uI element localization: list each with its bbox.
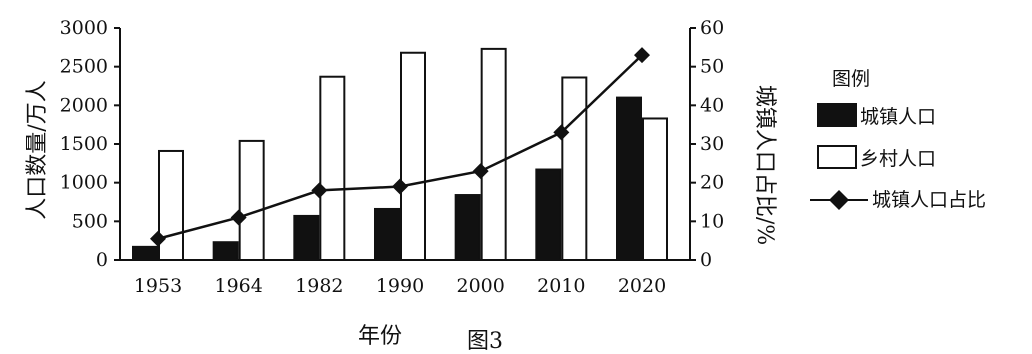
figure-caption: 图3	[467, 329, 503, 354]
legend-diamond-marker	[829, 190, 849, 210]
bar-urban-2010	[535, 168, 562, 262]
bar-urban-1953	[132, 245, 158, 261]
bar-rural-2020	[642, 117, 668, 262]
right-tick-label-20: 20	[700, 172, 724, 194]
legend-swatch-rural	[817, 145, 857, 169]
bar-urban-2000	[454, 194, 481, 261]
left-tick-label-2000: 2000	[60, 94, 108, 116]
bar-urban-1982	[293, 214, 320, 261]
ratio-point-1953	[150, 230, 166, 247]
x-tick-label-1990: 1990	[376, 275, 424, 297]
legend-label-rural: 乡村人口	[860, 148, 936, 170]
legend-label-urban: 城镇人口	[860, 106, 936, 128]
x-tick-label-2020: 2020	[618, 275, 666, 297]
ratio-point-1964	[230, 209, 247, 226]
ratio-point-1982	[311, 182, 328, 199]
x-tick-label-2010: 2010	[537, 275, 585, 297]
bar-urban-2020	[616, 96, 642, 261]
bar-rural-1990	[400, 51, 426, 261]
left-axis-title: 人口数量/万人	[25, 80, 50, 219]
left-tick-label-500: 500	[72, 210, 108, 232]
right-tick-label-40: 40	[700, 94, 724, 116]
right-tick-label-60: 60	[700, 17, 724, 39]
bar-urban-1990	[374, 207, 400, 262]
legend-title: 图例	[832, 68, 870, 90]
x-tick-labels: 1953 1964 1982 1990 2000 2010 2020	[134, 275, 666, 297]
bar-urban-1964	[212, 241, 239, 261]
right-tick-label-10: 10	[700, 210, 724, 232]
left-tick-label-1000: 1000	[60, 172, 108, 194]
legend: 图例 城镇人口 乡村人口 城镇人口占比	[810, 68, 986, 211]
left-tick-labels: 0 500 1000 1500 2000 2500 3000	[60, 17, 120, 271]
ratio-point-2020	[634, 47, 650, 64]
right-tick-labels: 0 10 20 30 40 50 60	[690, 17, 724, 271]
ratio-point-2000	[472, 163, 489, 180]
right-tick-label-30: 30	[700, 133, 724, 155]
right-tick-label-50: 50	[700, 56, 724, 78]
x-tick-label-1982: 1982	[295, 275, 343, 297]
bar-rural-2010	[561, 76, 588, 261]
x-tick-label-1964: 1964	[214, 275, 262, 297]
bar-rural-1982	[319, 75, 346, 261]
right-axis-title: 城镇人口占比/%	[752, 85, 777, 245]
x-tick-label-2000: 2000	[456, 275, 504, 297]
ratio-point-2010	[553, 124, 570, 141]
x-axis-title: 年份	[358, 324, 402, 349]
bar-layer	[132, 47, 668, 262]
bar-rural-1953	[158, 149, 184, 262]
ratio-line-layer	[150, 47, 650, 247]
ratio-point-1990	[392, 178, 408, 195]
left-tick-label-3000: 3000	[60, 17, 108, 39]
legend-label-ratio: 城镇人口占比	[872, 189, 986, 211]
x-tick-label-1953: 1953	[134, 275, 182, 297]
bar-rural-2000	[480, 47, 507, 261]
legend-swatch-urban	[817, 103, 857, 127]
left-tick-label-1500: 1500	[60, 133, 108, 155]
left-tick-label-2500: 2500	[60, 56, 108, 78]
left-tick-label-0: 0	[96, 249, 108, 271]
bar-rural-1964	[238, 139, 265, 261]
right-tick-label-0: 0	[700, 249, 712, 271]
